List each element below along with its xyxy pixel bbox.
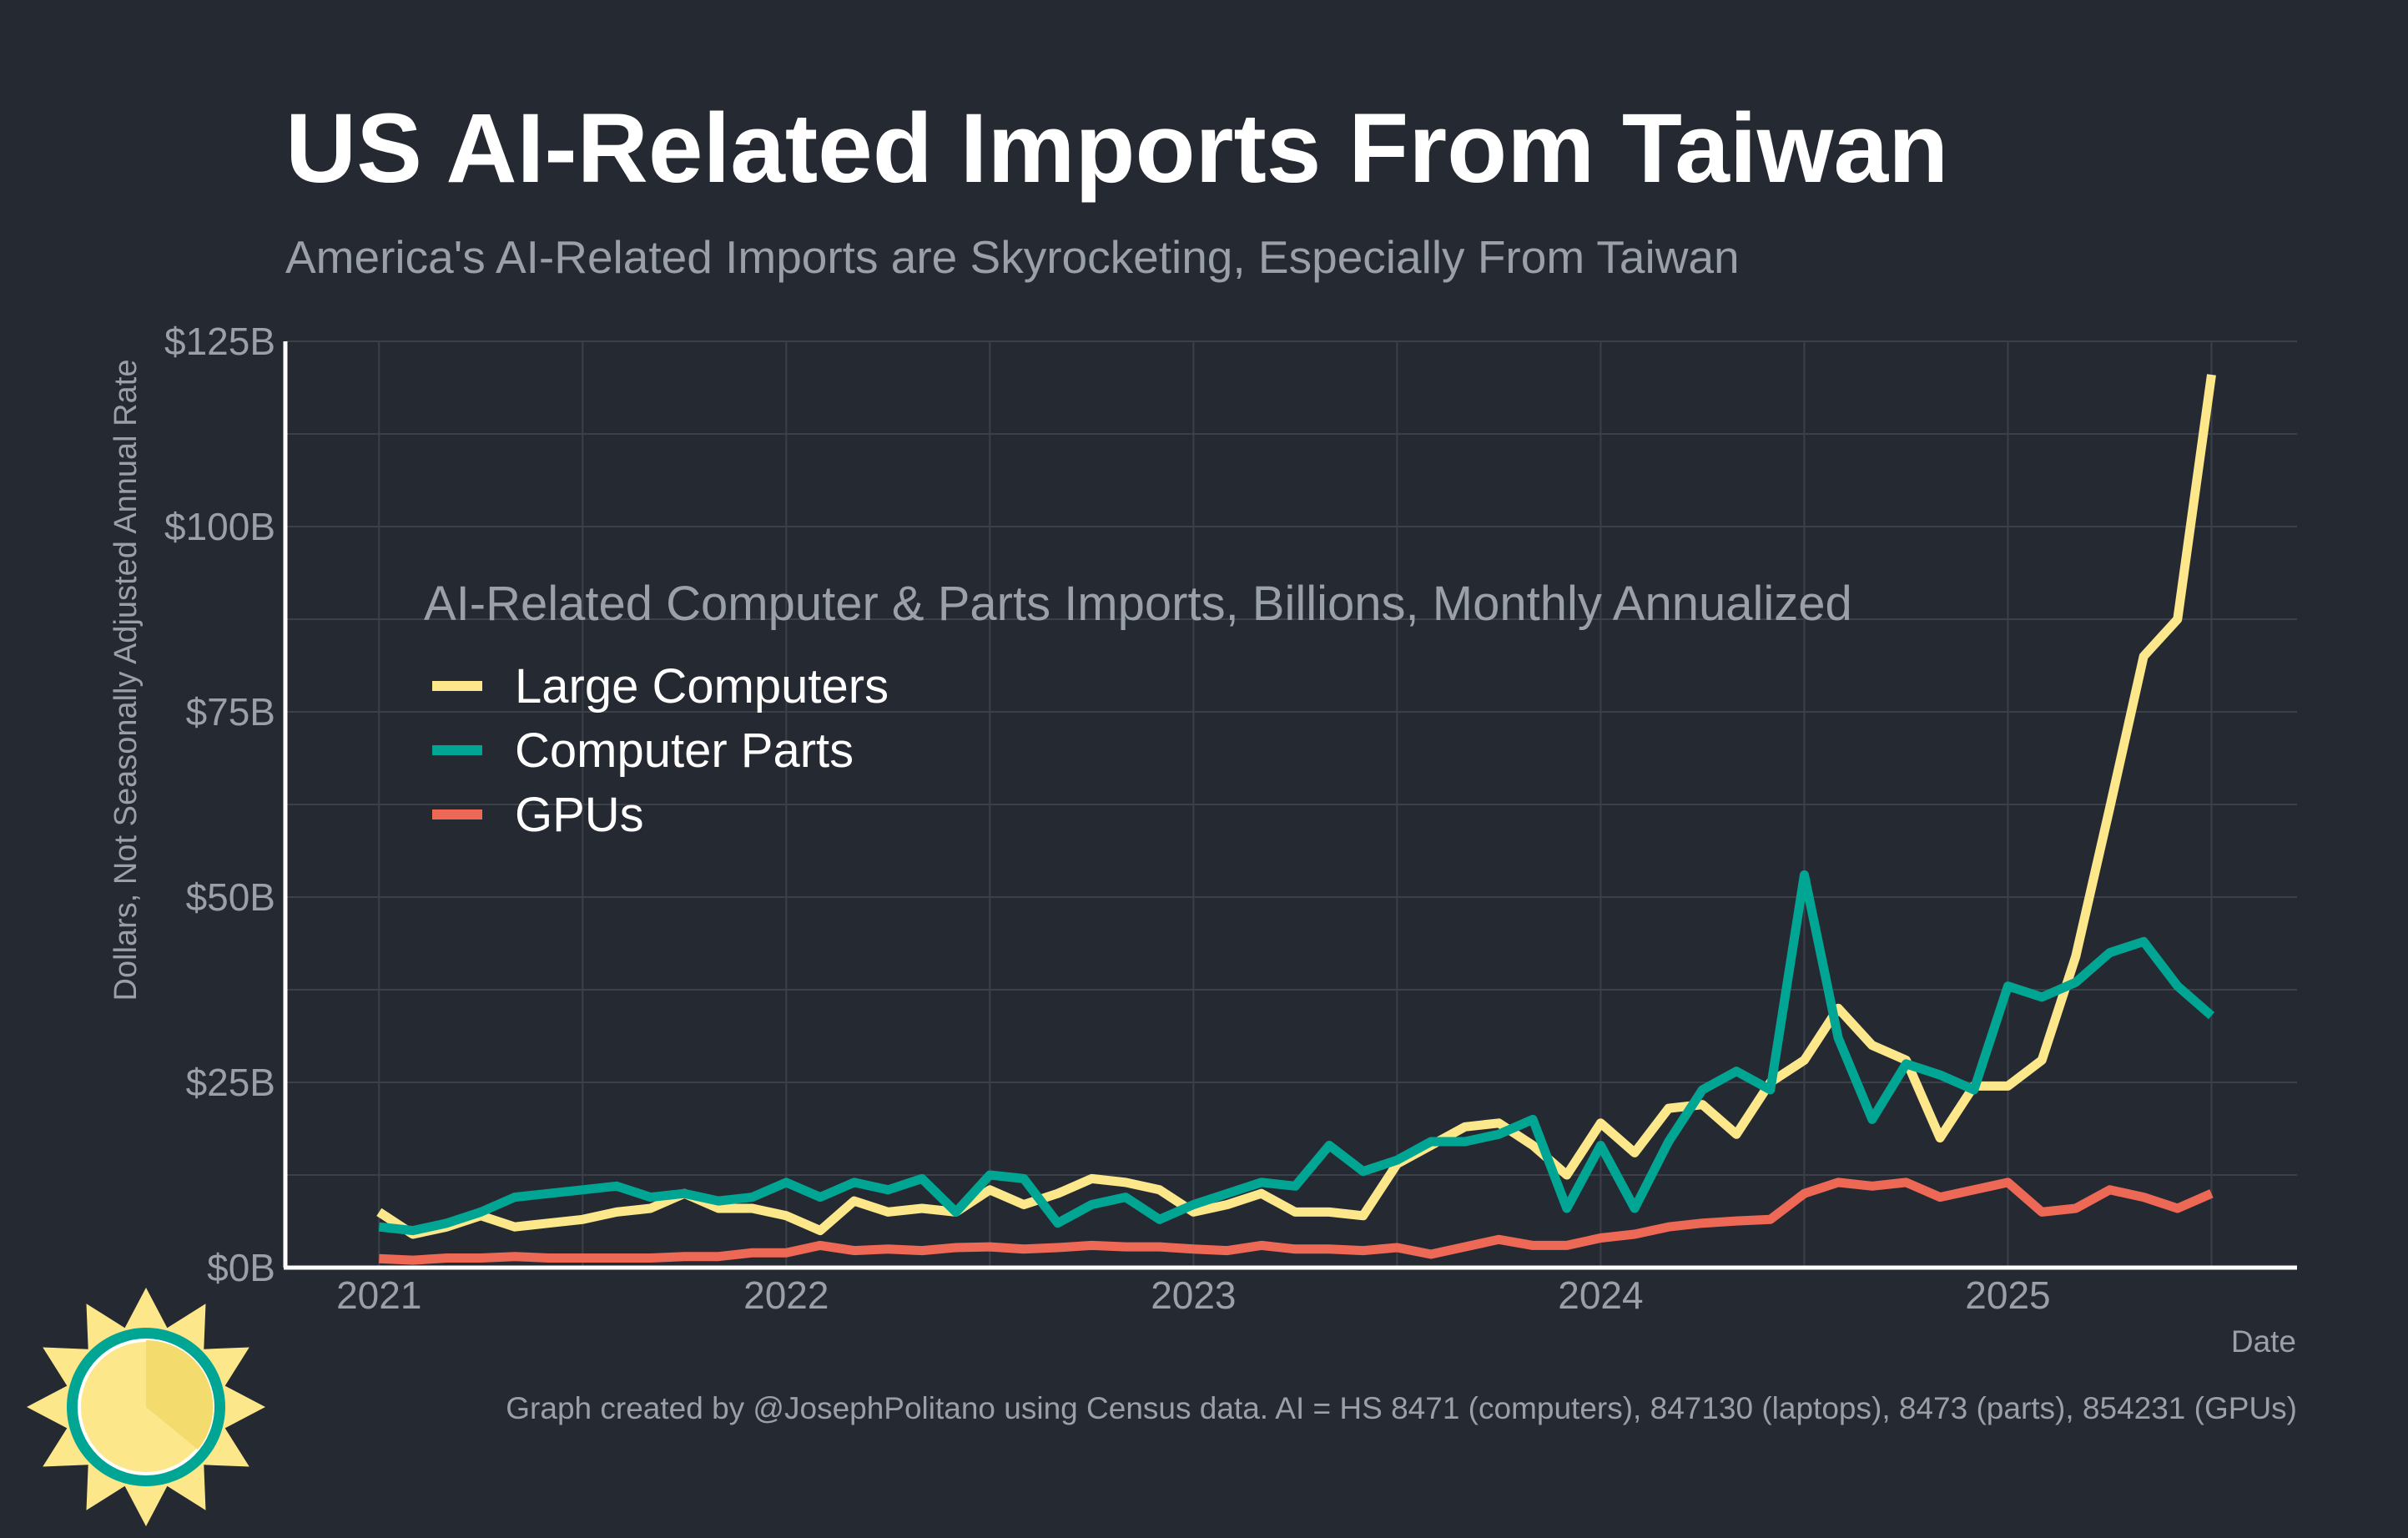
legend-label: Large Computers [515, 659, 889, 714]
footer-credit: Graph created by @JosephPolitano using C… [506, 1391, 2297, 1425]
x-axis-label: Date [2231, 1324, 2296, 1359]
legend-items: Large Computers Computer Parts GPUs [432, 659, 889, 842]
chart-subtitle: America's AI-Related Imports are Skyrock… [285, 231, 1740, 283]
chart-title: US AI-Related Imports From Taiwan [285, 93, 1948, 204]
series-line-computer-parts [378, 870, 2215, 1236]
series-lines [376, 374, 2216, 1265]
sun-shade [146, 1339, 214, 1450]
legend-title: AI-Related Computer & Parts Imports, Bil… [424, 577, 1852, 631]
y-axis-label: Dollars, Not Seasonally Adjusted Annual … [108, 360, 144, 1001]
y-tick-label: $50B [186, 875, 275, 919]
y-tick-labels: $0B $25B $50B $75B $100B $125B [164, 320, 275, 1289]
y-tick-label: $0B [207, 1246, 275, 1289]
sun-logo-icon [27, 1288, 265, 1526]
y-tick-label: $75B [186, 690, 275, 734]
x-tick-label: 2023 [1151, 1273, 1236, 1317]
y-tick-label: $100B [164, 505, 275, 548]
x-tick-label: 2024 [1558, 1273, 1643, 1317]
y-tick-label: $25B [186, 1061, 275, 1104]
axes [283, 341, 2297, 1270]
legend-label: Computer Parts [515, 724, 854, 778]
series-line-gpus [379, 1177, 2214, 1265]
x-tick-label: 2022 [743, 1273, 829, 1317]
legend: AI-Related Computer & Parts Imports, Bil… [424, 577, 1852, 842]
grid [285, 340, 2297, 1268]
legend-label: GPUs [515, 788, 644, 842]
x-tick-label: 2021 [336, 1273, 421, 1317]
y-tick-label: $125B [164, 320, 275, 363]
x-tick-labels: 2021 2022 2023 2024 2025 [336, 1273, 2051, 1317]
x-tick-label: 2025 [1965, 1273, 2050, 1317]
